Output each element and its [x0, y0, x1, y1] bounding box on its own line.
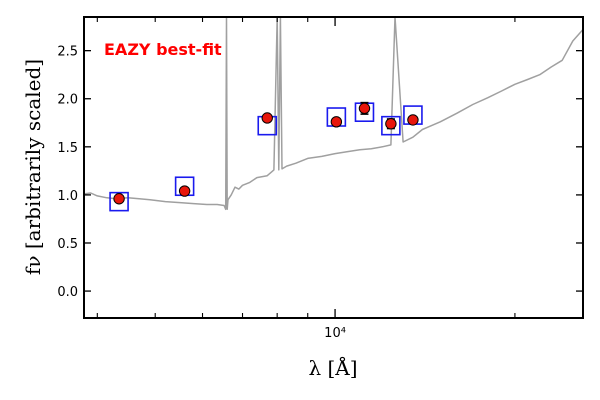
y-tick-label: 0.5 [57, 237, 78, 252]
annotation-eazy: EAZY best-fit [104, 40, 222, 59]
y-axis-label: fν [arbitrarily scaled] [21, 59, 45, 275]
tick-layer: 0.0 0.5 1.0 1.5 2.0 2.5 10⁴ [57, 17, 583, 341]
model-layer [84, 17, 583, 211]
y-tick-label: 0.0 [57, 285, 78, 300]
observed-point [407, 114, 419, 126]
y-tick-label: 2.5 [57, 45, 78, 60]
model-flux-square [381, 115, 401, 136]
x-tick-label: 10⁴ [324, 326, 346, 341]
plot-frame [83, 16, 584, 319]
observed-point [330, 116, 343, 128]
marker-layer [109, 101, 423, 212]
y-tick-label: 1.5 [57, 141, 78, 156]
observed-point [385, 118, 397, 130]
y-tick-label: 1.0 [57, 189, 78, 204]
observed-point [261, 112, 273, 124]
model-spectrum-line [84, 17, 583, 211]
y-tick-label: 2.0 [57, 93, 78, 108]
x-axis-label: λ [Å] [308, 355, 357, 380]
observed-point [178, 185, 191, 197]
model-flux-square [109, 191, 129, 212]
observed-point [358, 102, 371, 115]
observed-point [113, 193, 125, 205]
